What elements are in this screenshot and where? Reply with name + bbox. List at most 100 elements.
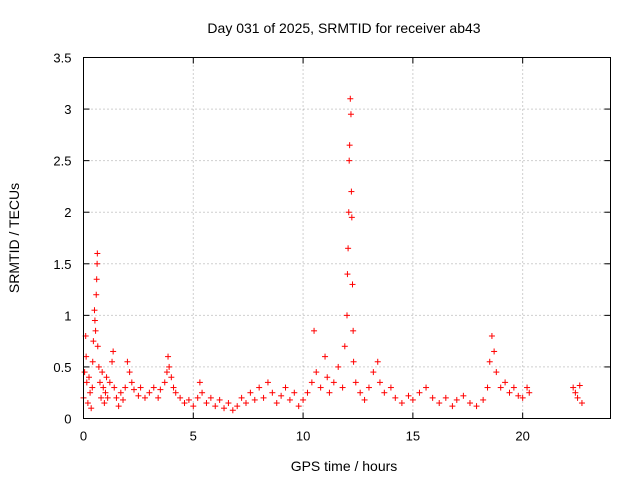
data-point <box>234 403 241 410</box>
data-point <box>335 363 342 370</box>
data-point <box>100 384 107 391</box>
data-point <box>416 389 423 396</box>
data-point <box>141 394 148 401</box>
data-point <box>95 363 102 370</box>
data-point <box>103 374 110 381</box>
data-point <box>256 384 263 391</box>
data-point <box>165 353 172 360</box>
data-point <box>344 271 351 278</box>
data-point <box>196 379 203 386</box>
x-tick-label: 0 <box>80 429 87 444</box>
data-point <box>157 386 164 393</box>
data-point <box>117 389 124 396</box>
data-point <box>207 394 214 401</box>
data-point <box>352 379 359 386</box>
data-point <box>570 384 577 391</box>
data-point <box>405 392 412 399</box>
data-point <box>84 400 91 407</box>
data-point <box>101 400 108 407</box>
data-point <box>251 396 258 403</box>
x-tick-label: 15 <box>406 429 420 444</box>
data-point <box>526 389 533 396</box>
data-point <box>115 403 122 410</box>
data-point <box>89 384 96 391</box>
data-point <box>370 369 377 376</box>
data-point <box>137 384 144 391</box>
data-point <box>168 374 175 381</box>
data-point <box>339 384 346 391</box>
data-point <box>120 396 127 403</box>
data-point <box>203 400 210 407</box>
data-point <box>286 396 293 403</box>
data-point <box>124 358 131 365</box>
data-point <box>260 394 267 401</box>
data-point <box>348 214 355 221</box>
data-point <box>473 403 480 410</box>
data-point <box>493 369 500 376</box>
data-point <box>392 394 399 401</box>
data-point <box>185 396 192 403</box>
axis-ticks: 0 0.5 1 1.5 2 2.5 3 3.5 0 5 10 15 20 <box>53 51 611 444</box>
data-point <box>177 394 184 401</box>
data-point <box>409 396 416 403</box>
data-point <box>429 394 436 401</box>
data-point <box>113 394 120 401</box>
data-point <box>350 327 357 334</box>
data-point <box>98 394 105 401</box>
data-point <box>348 188 355 195</box>
data-point <box>131 386 138 393</box>
x-tick-label: 5 <box>190 429 197 444</box>
data-points <box>80 95 585 414</box>
data-point <box>486 358 493 365</box>
data-point <box>83 379 90 386</box>
data-point <box>92 327 99 334</box>
data-point <box>155 394 162 401</box>
data-point <box>497 384 504 391</box>
data-point <box>330 379 337 386</box>
data-point <box>221 405 228 412</box>
y-axis-label: SRMTID / TECUs <box>6 183 22 293</box>
data-point <box>295 403 302 410</box>
data-point <box>163 369 170 376</box>
data-point <box>109 358 116 365</box>
data-point <box>94 343 101 350</box>
chart-title: Day 031 of 2025, SRMTID for receiver ab4… <box>207 20 480 36</box>
grid-lines <box>83 57 611 419</box>
data-point <box>347 111 354 118</box>
y-tick-label: 0 <box>64 412 71 427</box>
data-point <box>519 394 526 401</box>
data-point <box>170 384 177 391</box>
data-point <box>94 260 101 267</box>
data-point <box>85 374 92 381</box>
data-point <box>102 389 109 396</box>
data-point <box>313 369 320 376</box>
data-point <box>128 379 135 386</box>
data-point <box>453 396 460 403</box>
data-point <box>576 382 583 389</box>
data-point <box>172 389 179 396</box>
data-point <box>194 394 201 401</box>
data-point <box>502 379 509 386</box>
data-point <box>460 392 467 399</box>
data-point <box>135 392 142 399</box>
data-point <box>106 379 113 386</box>
data-point <box>480 396 487 403</box>
data-point <box>506 389 513 396</box>
data-point <box>449 403 456 410</box>
data-point <box>510 384 517 391</box>
data-point <box>324 374 331 381</box>
data-point <box>349 281 356 288</box>
data-point <box>381 389 388 396</box>
data-point <box>488 332 495 339</box>
data-point <box>344 312 350 319</box>
data-point <box>322 353 329 360</box>
data-point <box>88 405 95 412</box>
data-point <box>304 389 311 396</box>
data-point <box>278 392 285 399</box>
data-point <box>317 384 324 391</box>
data-point <box>442 394 449 401</box>
y-tick-label: 1 <box>64 308 71 323</box>
data-point <box>190 403 197 410</box>
data-point <box>94 250 101 257</box>
y-tick-label: 2 <box>64 205 71 220</box>
